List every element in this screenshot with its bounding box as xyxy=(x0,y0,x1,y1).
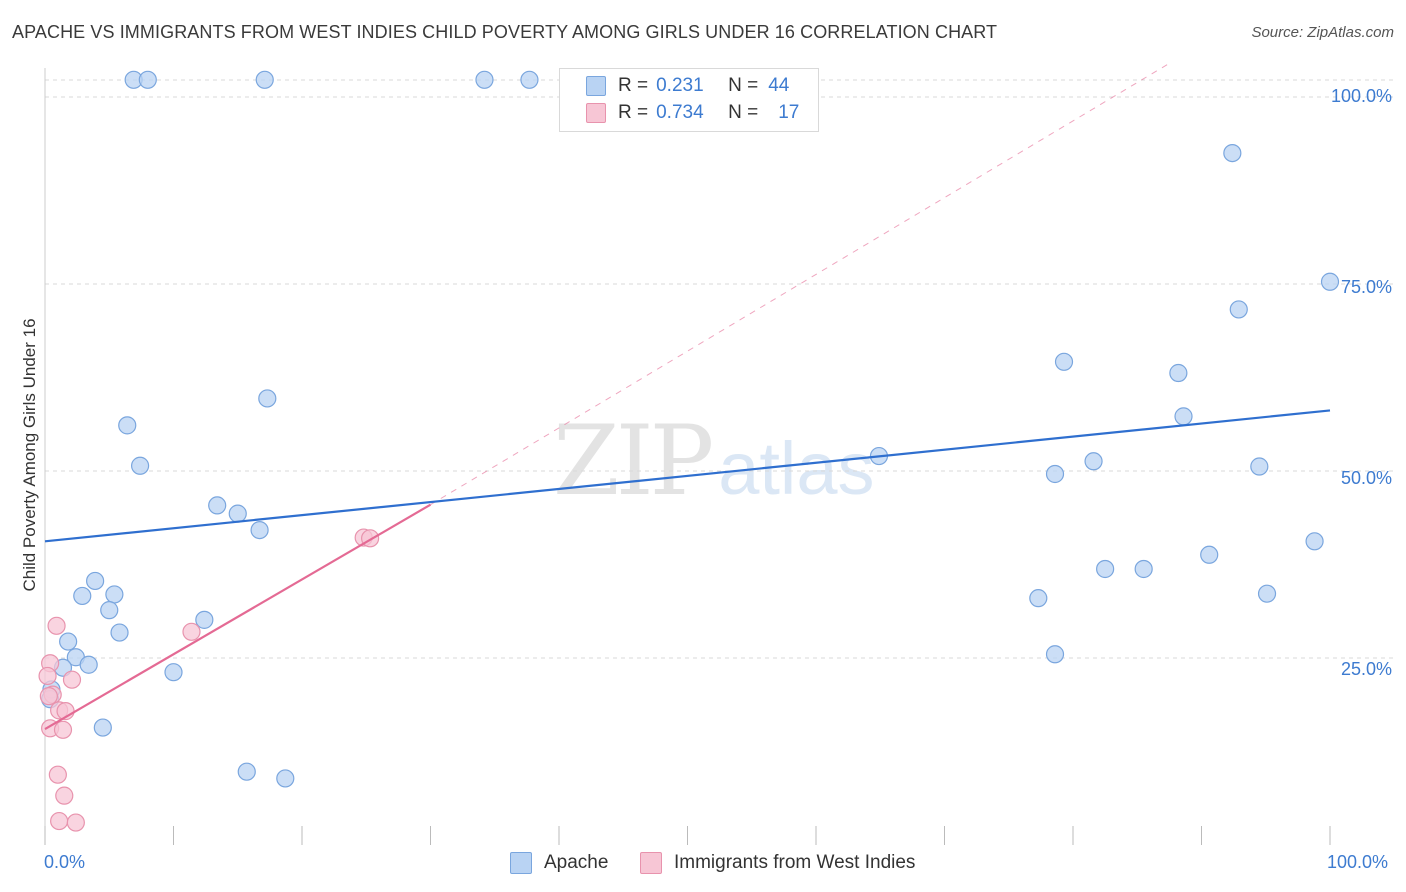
west-indies-point xyxy=(38,666,57,686)
legend-r-value: 0.734 xyxy=(656,102,704,123)
apache-point xyxy=(1305,532,1324,551)
legend-row-apache: R = 0.231 N = 44 xyxy=(586,73,789,99)
x-tick-100: 100.0% xyxy=(1327,852,1389,872)
west-indies-point xyxy=(66,813,85,832)
legend-row-west-indies: R = 0.734 N = 17 xyxy=(586,100,799,126)
legend-item-apache: Apache xyxy=(510,852,608,874)
apache-point xyxy=(118,416,137,435)
apache-swatch xyxy=(510,852,532,874)
apache-point xyxy=(1174,407,1193,426)
legend-r-label: R = xyxy=(618,75,649,96)
apache-point xyxy=(1084,452,1103,471)
apache-point xyxy=(100,601,119,620)
apache-point xyxy=(228,504,247,523)
west-indies-point xyxy=(47,616,66,635)
apache-point xyxy=(1029,589,1048,608)
west-indies-point xyxy=(50,811,69,831)
apache-point xyxy=(105,585,124,604)
apache-point xyxy=(276,769,295,788)
legend-n-value: 44 xyxy=(768,75,790,96)
west-indies-point xyxy=(53,720,73,739)
legend-apache-label: Apache xyxy=(544,852,609,873)
watermark-atlas: atlas xyxy=(718,427,875,510)
apache-point xyxy=(520,70,539,89)
west-indies-swatch xyxy=(640,852,662,874)
apache-point xyxy=(1200,545,1219,564)
legend-n-value: 17 xyxy=(778,102,800,123)
apache-point xyxy=(1229,300,1248,319)
apache-point xyxy=(1223,144,1242,163)
correlation-legend: R = 0.231 N = 44 R = 0.734 N = 17 xyxy=(559,68,819,132)
legend-item-west-indies: Immigrants from West Indies xyxy=(640,852,915,874)
y-axis-label: Child Poverty Among Girls Under 16 xyxy=(20,318,39,592)
apache-point xyxy=(255,70,274,89)
apache-point xyxy=(208,496,227,515)
apache-point xyxy=(59,632,78,651)
legend-r-label: R = xyxy=(618,102,649,123)
apache-point xyxy=(73,586,92,606)
west-indies-swatch xyxy=(586,103,606,123)
apache-swatch xyxy=(586,76,606,96)
apache-point xyxy=(1134,559,1153,579)
apache-point xyxy=(1169,363,1188,383)
apache-point xyxy=(93,718,112,737)
apache-point xyxy=(86,571,105,591)
chart-title: APACHE VS IMMIGRANTS FROM WEST INDIES CH… xyxy=(12,22,998,42)
apache-point xyxy=(1054,352,1074,371)
legend-r-value: 0.231 xyxy=(656,75,704,96)
west-indies-point xyxy=(48,765,67,784)
west-indies-point xyxy=(55,786,74,805)
apache-point xyxy=(110,623,129,642)
apache-point xyxy=(250,520,269,540)
y-tick-75: 75.0% xyxy=(1340,277,1392,297)
legend-n-label: N = xyxy=(728,75,759,96)
apache-point xyxy=(475,70,494,89)
source-label: Source: ZipAtlas.com xyxy=(1251,24,1394,41)
west-indies-point xyxy=(39,687,58,706)
apache-point xyxy=(1250,457,1269,476)
apache-point xyxy=(79,655,98,674)
west-indies-point xyxy=(62,670,82,689)
apache-point xyxy=(138,70,157,89)
west-indies-trend-line xyxy=(44,503,432,731)
apache-point xyxy=(1257,584,1277,603)
y-tick-50: 50.0% xyxy=(1340,468,1392,488)
y-tick-25: 25.0% xyxy=(1340,659,1392,679)
apache-point xyxy=(164,663,183,682)
y-tick-100: 100.0% xyxy=(1330,86,1392,106)
legend-west-indies-label: Immigrants from West Indies xyxy=(674,852,916,873)
apache-point xyxy=(195,610,214,629)
apache-point xyxy=(237,762,256,781)
x-tick-0: 0.0% xyxy=(44,852,86,872)
legend-n-label: N = xyxy=(728,102,759,123)
apache-point xyxy=(1320,272,1340,291)
watermark-zip: ZIP xyxy=(553,405,714,517)
west-indies-point xyxy=(182,622,201,641)
apache-trend-line xyxy=(44,409,1331,543)
apache-point xyxy=(130,456,150,475)
watermark: ZIP atlas xyxy=(553,405,875,517)
apache-point xyxy=(1045,645,1065,664)
apache-point xyxy=(258,389,277,408)
apache-point xyxy=(1096,559,1115,579)
series-legend: Apache Immigrants from West Indies xyxy=(0,852,1406,878)
apache-point xyxy=(1045,464,1065,484)
